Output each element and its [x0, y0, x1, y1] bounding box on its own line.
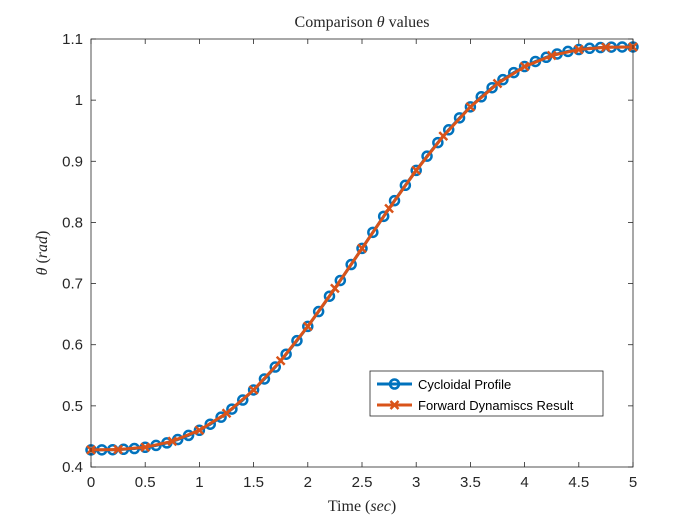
series-0-point-37 [486, 81, 498, 94]
series-1-point-14 [465, 101, 476, 112]
chart-title-symbol: θ [377, 14, 385, 31]
series-1 [86, 42, 638, 455]
y-axis-title-close: ) [34, 231, 51, 236]
chart-title: Comparison θ values [295, 14, 430, 31]
series-1-point-11 [384, 203, 394, 214]
series-0-point-17 [269, 361, 282, 373]
series-1-point-10 [357, 243, 367, 254]
plot-frame [90, 38, 634, 468]
series-1-point-12 [411, 165, 422, 176]
series-1-point-13 [438, 131, 449, 141]
x-axis-title-close: ) [391, 498, 396, 515]
series-0-point-12 [215, 411, 227, 423]
x-tick-label-3: 1.5 [243, 474, 264, 491]
series-1-point-19 [601, 42, 611, 53]
series-0-point-28 [388, 194, 401, 207]
series-1-point-9 [330, 283, 340, 294]
x-tick-label-4: 2 [304, 474, 312, 491]
legend: Cycloidal Profile Forward Dynamiscs Resu… [369, 370, 604, 417]
series-0-point-13 [226, 403, 238, 415]
series-0-point-33 [442, 124, 455, 136]
series-1-point-4 [194, 425, 205, 436]
series-0-point-16 [258, 373, 271, 385]
x-tick-label-2: 1 [195, 474, 203, 491]
legend-entry-forward-dynamics: Forward Dynamiscs Result [377, 398, 574, 413]
x-axis-title-unit: sec [370, 498, 390, 515]
series-1-point-16 [519, 61, 530, 72]
y-tick-label-4: 0.8 [62, 214, 83, 231]
series-0-point-31 [421, 150, 433, 162]
x-tick-label-1: 0.5 [135, 474, 156, 491]
series-0-point-23 [334, 274, 347, 287]
series-0-point-24 [345, 258, 357, 271]
chart-title-prefix: Comparison [295, 14, 377, 31]
y-axis-title-unit: rad [34, 235, 51, 258]
x-axis-title: Time (sec) [328, 498, 396, 515]
series-0-point-39 [508, 66, 520, 79]
x-tick-label-8: 4 [520, 474, 528, 491]
series-0-point-30 [410, 164, 422, 177]
y-axis-title-symbol: θ [34, 267, 51, 275]
x-tick-label-6: 3 [412, 474, 420, 491]
series-0-point-22 [323, 290, 336, 302]
y-axis-title: θ (rad) [34, 231, 51, 276]
series-1-point-17 [546, 50, 557, 61]
series-1-point-1 [113, 444, 123, 455]
series-1-point-8 [302, 321, 313, 332]
legend-label-cycloidal: Cycloidal Profile [418, 377, 511, 392]
series-0-point-26 [367, 226, 379, 239]
legend-entry-cycloidal: Cycloidal Profile [377, 377, 511, 392]
series-0-point-29 [399, 179, 412, 192]
series-0-point-11 [204, 418, 216, 430]
y-tick-label-2: 0.6 [62, 337, 83, 354]
series-1-point-3 [167, 436, 178, 447]
series-0-point-36 [475, 91, 487, 103]
series-0-point-32 [432, 136, 444, 149]
series-0-point-35 [464, 101, 477, 113]
series-0-point-18 [280, 348, 292, 360]
legend-label-forward-dynamics: Forward Dynamiscs Result [418, 398, 574, 413]
y-tick-label-0: 0.4 [62, 459, 83, 476]
legend-box [369, 370, 604, 417]
y-tick-label-3: 0.7 [62, 276, 83, 293]
series-0-point-10 [193, 424, 206, 437]
series-1-point-5 [221, 408, 232, 419]
legend-marker-forward-dynamics [389, 400, 400, 410]
y-axis-title-open: ( [34, 258, 51, 267]
series-1-point-7 [275, 355, 286, 366]
series-0-point-40 [518, 60, 531, 73]
series-0-point-20 [302, 320, 314, 333]
x-tick-label-10: 5 [629, 474, 637, 491]
series-1-point-18 [573, 44, 584, 55]
series-0-point-25 [356, 242, 368, 255]
x-tick-label-5: 2.5 [352, 474, 373, 491]
series-0-point-21 [312, 305, 325, 318]
x-tick-label-0: 0 [87, 474, 95, 491]
series-0-point-38 [497, 73, 509, 86]
x-tick-label-9: 4.5 [568, 474, 589, 491]
chart-title-suffix: values [385, 14, 430, 31]
y-tick-label-1: 0.5 [62, 398, 83, 415]
y-tick-label-6: 1 [75, 92, 83, 109]
series-1-point-2 [140, 442, 151, 453]
series-0-point-14 [237, 394, 249, 406]
series-0-point-34 [453, 112, 466, 124]
y-tick-label-5: 0.9 [62, 153, 83, 170]
series-0-point-19 [291, 334, 303, 347]
series-0-point-15 [247, 384, 260, 396]
series-1-point-6 [248, 385, 259, 395]
legend-marker-cycloidal [388, 378, 401, 390]
y-tick-label-7: 1.1 [62, 31, 83, 48]
x-tick-label-7: 3.5 [460, 474, 481, 491]
ticks-layer: 0 0.5 1 1.5 2 2.5 3 3.5 4 4.5 5 0.4 0.5 0.6 0.7 0.8 0.9 1… [62, 31, 637, 491]
x-axis-title-text: Time ( [328, 498, 371, 515]
series-0-point-27 [377, 210, 390, 223]
series-1-point-15 [492, 78, 503, 89]
